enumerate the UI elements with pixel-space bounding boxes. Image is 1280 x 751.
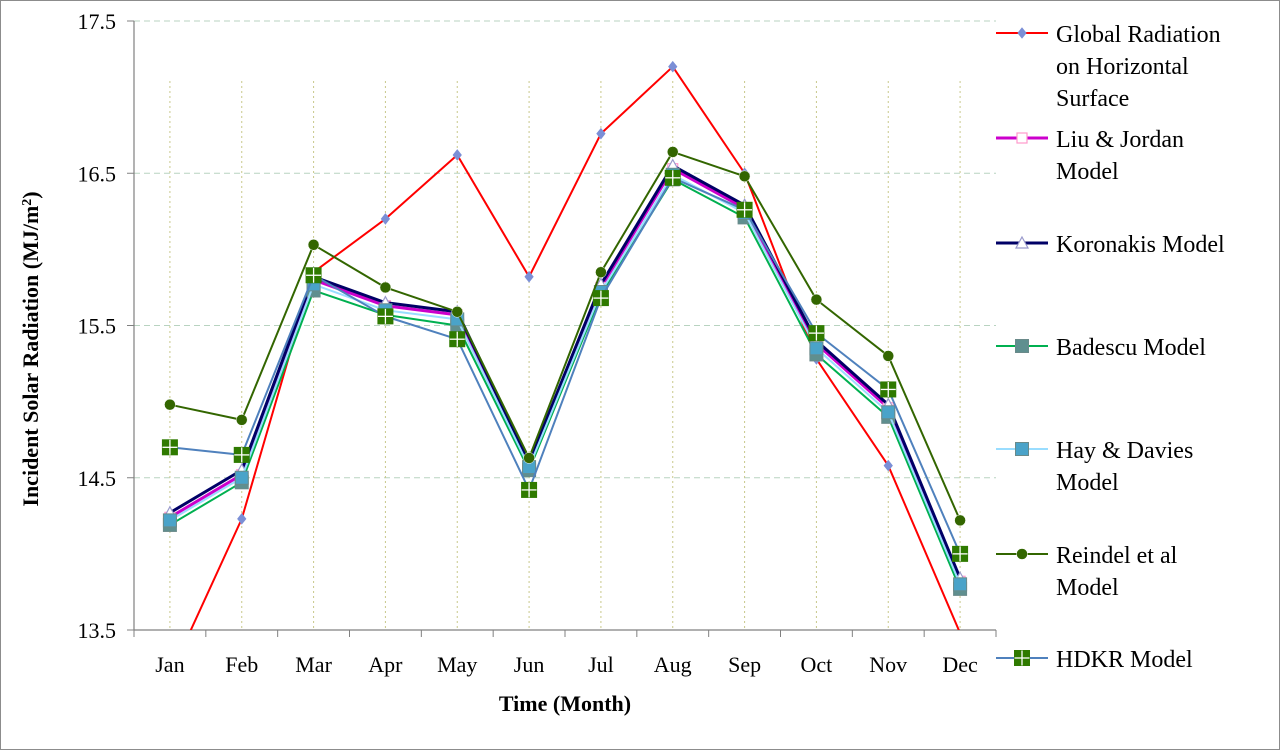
legend-label: Reindel et al	[1056, 543, 1178, 569]
legend-label: Surface	[1056, 86, 1129, 112]
y-tick-label: 14.5	[78, 466, 117, 491]
data-point	[234, 470, 249, 485]
legend-swatch-marker	[1016, 548, 1028, 560]
data-point	[882, 350, 894, 362]
x-tick-label: Sep	[728, 652, 761, 677]
x-tick-label: Mar	[295, 652, 332, 677]
series-line	[169, 173, 962, 585]
legend: Global Radiation on Horizontal Surface Liu …	[996, 22, 1225, 673]
series-line	[169, 176, 961, 555]
data-point	[380, 213, 391, 225]
data-point	[236, 414, 248, 426]
data-point	[668, 60, 678, 73]
legend-label: Model	[1056, 575, 1119, 601]
series-6	[161, 169, 969, 562]
legend-label: Hay & Davies	[1056, 438, 1193, 464]
x-tick-label: Oct	[801, 652, 833, 677]
series-line	[169, 164, 962, 579]
legend-item: Reindel et al Model	[996, 543, 1178, 601]
series-line	[169, 178, 962, 590]
data-point	[451, 306, 463, 318]
legend-swatch-marker	[1016, 132, 1028, 144]
x-tick-label: Dec	[942, 652, 978, 677]
legend-swatch-marker	[1014, 235, 1030, 249]
data-point	[881, 405, 896, 420]
legend-item: Hay & Davies Model	[996, 438, 1193, 496]
legend-swatch-marker	[1017, 27, 1027, 39]
x-tick-label: Nov	[869, 652, 907, 677]
tick-labels: 13.5 14.5 15.5 16.5 17.5 Jan Feb Mar Apr May Jun Ju…	[78, 9, 979, 677]
y-tick-label: 17.5	[78, 9, 117, 34]
data-point	[162, 513, 177, 528]
legend-label: Liu & Jordan	[1056, 127, 1184, 153]
y-tick-label: 16.5	[78, 161, 117, 186]
data-point	[809, 341, 824, 356]
data-point	[954, 514, 966, 527]
x-tick-label: Jun	[514, 652, 545, 677]
series-3	[162, 172, 968, 596]
legend-item: Liu & Jordan Model	[996, 127, 1184, 185]
y-tick-label: 15.5	[78, 314, 117, 339]
legend-swatch-marker	[1015, 442, 1029, 456]
legend-label: Model	[1056, 159, 1119, 185]
data-point	[667, 146, 679, 158]
data-point	[883, 459, 893, 472]
series-line	[169, 150, 961, 521]
x-tick-label: Apr	[368, 652, 403, 677]
legend-swatch-marker	[1015, 339, 1029, 353]
data-point	[523, 452, 535, 464]
axes	[127, 20, 997, 637]
legend-item: HDKR Model	[996, 647, 1193, 673]
x-tick-label: May	[437, 652, 477, 677]
series-0	[189, 60, 960, 630]
legend-item: Badescu Model	[996, 335, 1206, 361]
x-axis-title: Time (Month)	[499, 691, 631, 716]
data-point	[953, 577, 968, 592]
legend-item: Global Radiation on Horizontal Surface	[996, 22, 1221, 112]
x-tick-label: Feb	[225, 652, 258, 677]
data-point	[379, 281, 392, 294]
data-point	[596, 127, 606, 140]
legend-label: Global Radiation	[1056, 22, 1221, 48]
y-tick-label: 13.5	[78, 618, 117, 643]
x-tick-label: Aug	[654, 652, 692, 677]
data-point	[307, 239, 320, 251]
legend-label: on Horizontal	[1056, 54, 1189, 80]
grid	[134, 20, 996, 630]
legend-label: Koronakis Model	[1056, 232, 1225, 258]
x-tick-label: Jul	[588, 652, 614, 677]
legend-label: Model	[1056, 470, 1119, 496]
legend-label: HDKR Model	[1056, 647, 1193, 673]
series-group	[161, 60, 969, 630]
data-point	[164, 398, 176, 411]
series-5	[164, 146, 966, 527]
legend-item: Koronakis Model	[996, 232, 1225, 258]
data-point	[452, 149, 462, 161]
data-point	[595, 266, 607, 278]
y-axis-title: Incident Solar Radiation (MJ/m2)	[18, 191, 43, 506]
data-point	[810, 293, 823, 306]
legend-label: Badescu Model	[1056, 335, 1206, 361]
data-point	[524, 270, 534, 283]
x-tick-label: Jan	[155, 652, 184, 677]
data-point	[237, 513, 247, 525]
data-point	[738, 170, 751, 183]
